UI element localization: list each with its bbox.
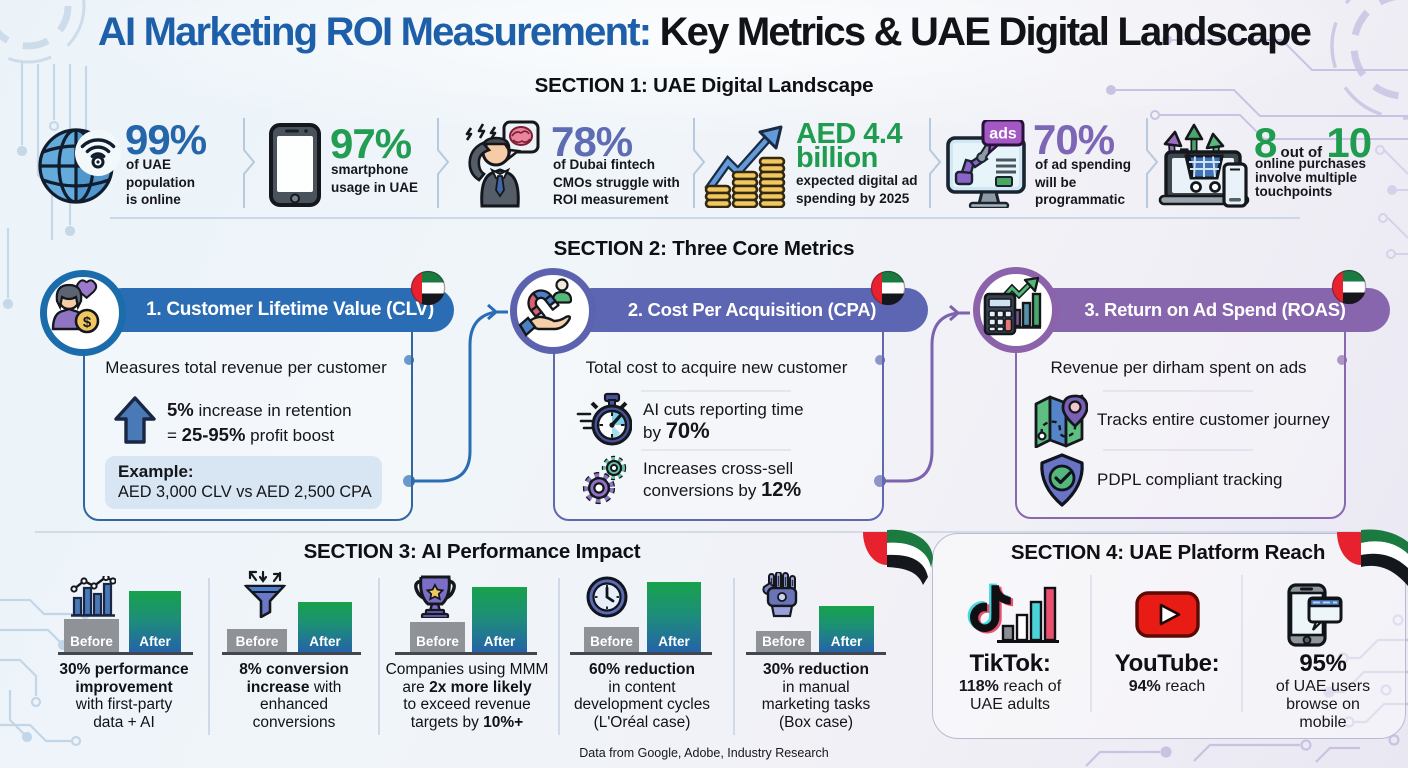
svg-text:$: $ [83,314,92,331]
svg-text:ads: ads [989,126,1017,143]
